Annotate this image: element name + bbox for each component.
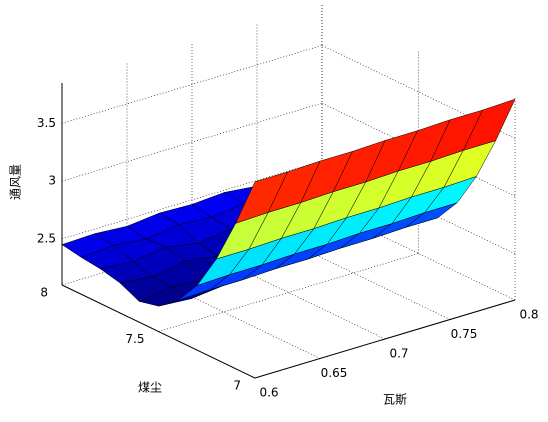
grid-line bbox=[61, 102, 323, 182]
x-axis-label: 瓦斯 bbox=[383, 393, 407, 407]
surface-patch bbox=[235, 171, 288, 224]
x-tick-label: 0.7 bbox=[389, 347, 408, 361]
z-tick-label: 3.5 bbox=[37, 116, 56, 130]
x-tick-label: 0.65 bbox=[321, 366, 348, 380]
x-tick-label: 0.75 bbox=[451, 327, 478, 341]
y-axis bbox=[61, 284, 256, 379]
y-tick-label: 7.5 bbox=[125, 332, 144, 346]
y-tick-label: 8 bbox=[40, 286, 48, 300]
x-tick-label: 0.6 bbox=[259, 386, 278, 400]
grid-line bbox=[158, 253, 419, 332]
y-tick-label: 7 bbox=[233, 379, 241, 393]
z-tick-label: 2.5 bbox=[37, 231, 56, 245]
z-tick-label: 3 bbox=[48, 174, 56, 188]
x-tick-label: 0.8 bbox=[519, 308, 538, 322]
z-axis-label: 通风量 bbox=[9, 164, 23, 200]
x-axis bbox=[254, 299, 516, 379]
grid-line bbox=[61, 160, 323, 240]
grid-line bbox=[61, 45, 323, 124]
y-axis-label: 煤尘 bbox=[138, 381, 162, 395]
